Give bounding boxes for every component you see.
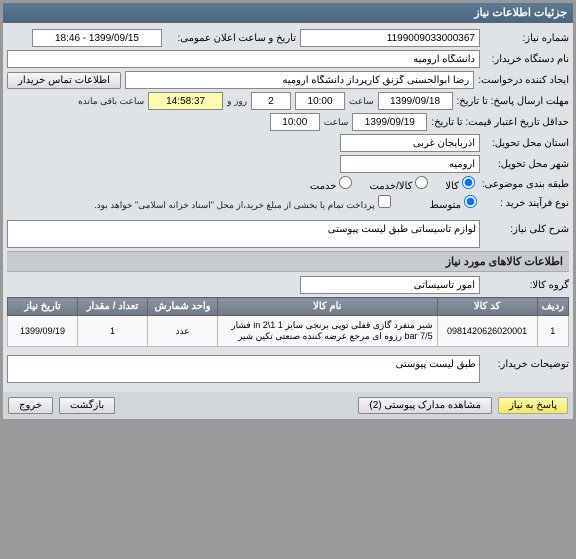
buyer-notes-textarea[interactable]: طبق لیست پیوستی [7,355,480,383]
deadline-label: مهلت ارسال پاسخ: تا تاریخ: [457,96,569,107]
days-label: روز و [227,96,247,107]
group-label: گروه کالا: [484,280,569,291]
time-label-2: ساعت [324,117,349,128]
col-unit: واحد شمارش [148,298,218,316]
details-panel: جزئیات اطلاعات نیاز شماره نیاز: تاریخ و … [2,2,574,420]
form-body: شماره نیاز: تاریخ و ساعت اعلان عمومی: نا… [3,23,573,392]
creator-label: ایجاد کننده درخواست: [478,75,569,86]
partial-pay-check[interactable] [378,195,391,208]
col-row: ردیف [537,298,568,316]
radio-kala-service-label: کالا/خدمت [369,176,431,192]
col-date: تاریخ نیاز [8,298,78,316]
radio-medium[interactable] [464,195,477,208]
col-qty: تعداد / مقدار [78,298,148,316]
panel-title: جزئیات اطلاعات نیاز [3,3,573,23]
time-label-1: ساعت [349,96,374,107]
buyer-notes-label: توضیحات خریدار: [484,355,569,370]
exit-button[interactable]: خروج [8,397,53,414]
req-num-label: شماره نیاز: [484,33,569,44]
days-field[interactable] [251,92,291,110]
back-button[interactable]: بازگشت [59,397,115,414]
deadline-time-field[interactable] [295,92,345,110]
col-name: نام کالا [218,298,438,316]
radio-medium-label: متوسط [430,195,480,211]
public-date-field[interactable] [32,29,162,47]
cell-date: 1399/09/19 [8,316,78,347]
summary-textarea[interactable]: لوازم تاسیساتی طبق لیست پیوستی [7,220,480,248]
city-label: شهر محل تحویل: [484,159,569,170]
buyer-org-field[interactable] [7,50,480,68]
countdown-field [148,92,223,110]
attachments-button[interactable]: مشاهده مدارک پیوستی (2) [358,397,492,414]
remain-label: ساعت باقی مانده [78,96,144,107]
radio-service-label: خدمت [310,176,356,192]
cell-row: 1 [537,316,568,347]
validity-time-field[interactable] [270,113,320,131]
validity-date-field[interactable] [352,113,427,131]
public-date-label: تاریخ و ساعت اعلان عمومی: [166,33,296,44]
buyer-contact-button[interactable]: اطلاعات تماس خریدار [7,72,121,89]
group-field[interactable] [300,276,480,294]
province-field[interactable] [340,134,480,152]
items-table: ردیف کد کالا نام کالا واحد شمارش تعداد /… [7,297,569,347]
subject-type-label: طبقه بندی موضوعی: [482,179,569,190]
partial-pay-label: پرداخت تمام یا بخشی از مبلغ خرید،از محل … [94,195,393,211]
items-section-title: اطلاعات کالاهای مورد نیاز [7,251,569,272]
creator-field[interactable] [125,71,474,89]
summary-label: شرح کلی نیاز: [484,220,569,235]
buyer-org-label: نام دستگاه خریدار: [484,54,569,65]
footer: پاسخ به نیاز مشاهده مدارک پیوستی (2) باز… [3,392,573,419]
col-code: کد کالا [437,298,537,316]
radio-kala-label: کالا [445,176,478,192]
cell-qty: 1 [78,316,148,347]
req-num-field[interactable] [300,29,480,47]
deadline-date-field[interactable] [378,92,453,110]
cell-name: شیر منفرد گازی قفلی توپی برنجی سایز 1 1\… [218,316,438,347]
radio-kala[interactable] [462,176,475,189]
province-label: استان محل تحویل: [484,138,569,149]
table-row[interactable]: 1 0981420626020001 شیر منفرد گازی قفلی ت… [8,316,569,347]
validity-label: حداقل تاریخ اعتبار قیمت: تا تاریخ: [431,117,569,128]
city-field[interactable] [340,155,480,173]
radio-kala-service[interactable] [415,176,428,189]
reply-button[interactable]: پاسخ به نیاز [498,397,568,414]
cell-code: 0981420626020001 [437,316,537,347]
radio-service[interactable] [339,176,352,189]
buy-type-label: نوع فرآیند خرید : [484,198,569,209]
cell-unit: عدد [148,316,218,347]
